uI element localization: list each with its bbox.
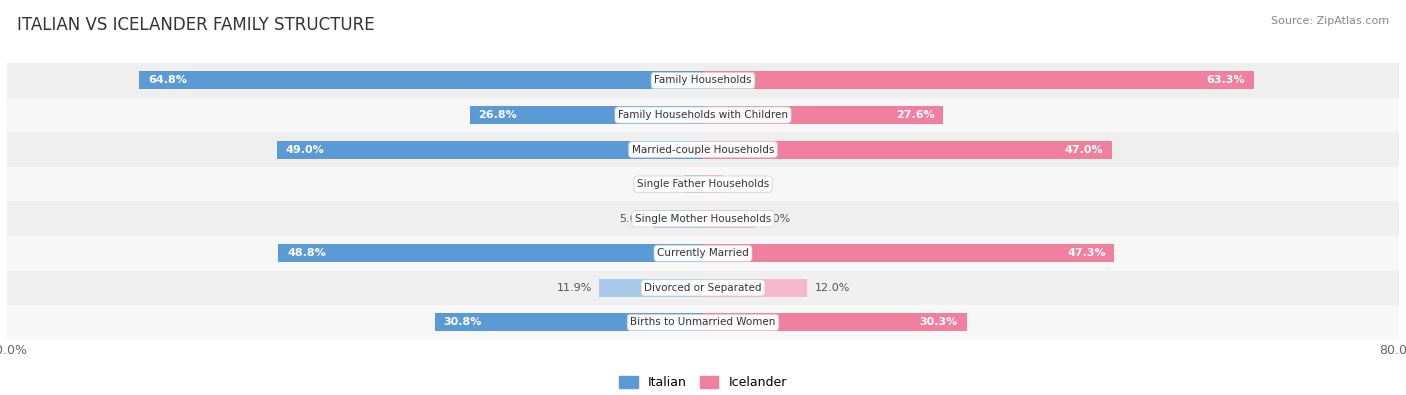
Bar <box>7 236 1399 271</box>
Bar <box>7 201 1399 236</box>
Text: 5.6%: 5.6% <box>619 214 647 224</box>
Bar <box>599 279 703 297</box>
Text: 6.0%: 6.0% <box>762 214 790 224</box>
Legend: Italian, Icelander: Italian, Icelander <box>614 371 792 394</box>
Bar <box>7 167 1399 201</box>
Bar <box>7 305 1399 340</box>
Bar <box>434 314 703 331</box>
Bar <box>7 132 1399 167</box>
Bar <box>703 106 943 124</box>
Bar <box>278 244 703 262</box>
Text: 12.0%: 12.0% <box>814 283 849 293</box>
Bar <box>703 141 1112 158</box>
Text: 49.0%: 49.0% <box>285 145 325 154</box>
Bar <box>7 271 1399 305</box>
Bar <box>683 175 703 193</box>
Bar <box>703 244 1115 262</box>
Text: Family Households: Family Households <box>654 75 752 85</box>
Bar <box>703 314 966 331</box>
Bar <box>139 71 703 90</box>
Text: 30.3%: 30.3% <box>920 318 957 327</box>
Text: 2.2%: 2.2% <box>648 179 676 189</box>
Text: 63.3%: 63.3% <box>1206 75 1244 85</box>
Bar <box>654 210 703 228</box>
Text: Married-couple Households: Married-couple Households <box>631 145 775 154</box>
Text: Single Father Households: Single Father Households <box>637 179 769 189</box>
Text: ITALIAN VS ICELANDER FAMILY STRUCTURE: ITALIAN VS ICELANDER FAMILY STRUCTURE <box>17 16 374 34</box>
Text: 26.8%: 26.8% <box>478 110 517 120</box>
Text: Family Households with Children: Family Households with Children <box>619 110 787 120</box>
Text: 27.6%: 27.6% <box>896 110 935 120</box>
Bar <box>703 71 1254 90</box>
Text: 48.8%: 48.8% <box>287 248 326 258</box>
Bar <box>470 106 703 124</box>
Text: Single Mother Households: Single Mother Households <box>636 214 770 224</box>
Text: Source: ZipAtlas.com: Source: ZipAtlas.com <box>1271 16 1389 26</box>
Bar <box>703 210 755 228</box>
Bar <box>7 98 1399 132</box>
Bar <box>277 141 703 158</box>
Text: 2.3%: 2.3% <box>730 179 758 189</box>
Text: 47.0%: 47.0% <box>1064 145 1104 154</box>
Text: 47.3%: 47.3% <box>1067 248 1105 258</box>
Text: Currently Married: Currently Married <box>657 248 749 258</box>
Text: 64.8%: 64.8% <box>148 75 187 85</box>
Bar <box>703 279 807 297</box>
Text: Divorced or Separated: Divorced or Separated <box>644 283 762 293</box>
Bar <box>703 175 723 193</box>
Text: 11.9%: 11.9% <box>557 283 592 293</box>
Bar <box>7 63 1399 98</box>
Text: 30.8%: 30.8% <box>444 318 482 327</box>
Text: Births to Unmarried Women: Births to Unmarried Women <box>630 318 776 327</box>
